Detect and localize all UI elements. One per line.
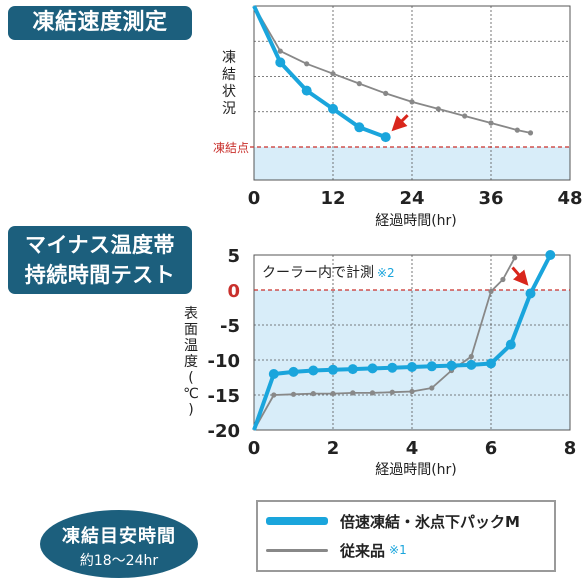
chart2-conventional-point-7 [389, 389, 395, 395]
chart1-xtick-36: 36 [478, 188, 503, 209]
chart2-conventional-point-1 [271, 392, 277, 398]
chart2-new-pack-point-2 [288, 366, 299, 377]
chart2-new-pack-point-4 [328, 364, 338, 375]
chart1-ylabel: 凍結状況 [222, 50, 236, 117]
chart2-title-line2: 持続時間テスト [24, 263, 176, 287]
chart1-conventional-point-7 [435, 106, 441, 112]
chart1-new-pack-point-2 [301, 85, 312, 96]
legend-item-new-pack: 倍速凍結・氷点下パックM [266, 511, 520, 531]
chart2-new-pack-point-9 [426, 361, 437, 372]
chart2-new-pack-point-3 [308, 365, 319, 376]
chart2-new-pack-point-13 [505, 339, 516, 350]
chart2-conventional-point-8 [409, 388, 415, 395]
chart1-conventional-point-11 [527, 130, 534, 136]
chart1-conventional-point-6 [409, 99, 415, 105]
chart1-new-pack-line [252, 5, 387, 139]
chart1-xtick-12: 12 [320, 188, 345, 209]
chart2-xtick-4: 4 [406, 438, 419, 459]
chart1-title: 凍結速度測定 [8, 6, 192, 40]
chart1-conventional-point-2 [304, 61, 310, 67]
chart2-ytick--15: -15 [207, 386, 240, 407]
chart2-xtick-2: 2 [327, 438, 340, 459]
chart1-conventional-point-10 [514, 127, 520, 133]
chart1-new-pack-point-4 [354, 122, 365, 133]
chart1-conventional-point-8 [462, 113, 468, 119]
chart1-new-pack-point-1 [275, 57, 286, 68]
chart2-xtick-6: 6 [485, 438, 498, 459]
chart1-conventional-point-5 [383, 90, 389, 96]
legend: 倍速凍結・氷点下パックM 従来品 ※1 [256, 500, 556, 572]
chart1-conventional-line [253, 5, 531, 134]
chart2-new-pack-point-12 [486, 358, 496, 369]
chart2-conventional-point-12 [488, 288, 494, 294]
chart2-annotation: クーラー内で計測 ※2 [262, 265, 395, 281]
chart1-conventional-point-4 [356, 81, 362, 87]
chart2-new-pack-point-6 [367, 363, 378, 374]
legend-item-conventional: 従来品 ※1 [266, 540, 407, 560]
freeze-time-value: 約18〜24hr [79, 553, 159, 569]
chart1-conventional-point-1 [277, 48, 283, 54]
chart2-ytick--10: -10 [207, 351, 240, 372]
freeze-time-badge: 凍結目安時間 約18〜24hr [40, 510, 198, 578]
chart1-new-pack-point-5 [380, 132, 391, 143]
chart1-xtick-0: 0 [248, 188, 261, 209]
chart2-ytick--5: -5 [220, 316, 240, 337]
chart2-conventional-point-13 [500, 276, 506, 283]
chart2-xlabel: 経過時間(hr) [375, 462, 457, 478]
legend-label-new-pack: 倍速凍結・氷点下パックM [340, 512, 520, 531]
legend-note-conventional: ※1 [389, 543, 407, 557]
chart1-xtick-24: 24 [399, 188, 424, 209]
chart2-ytick-5: 5 [227, 246, 240, 267]
chart2-conventional-point-14 [512, 255, 518, 261]
chart2-new-pack-point-1 [268, 369, 279, 379]
chart2-new-pack-point-5 [347, 364, 358, 375]
freezing-point-label: 凍結点 [213, 141, 249, 155]
legend-swatch-conventional [266, 548, 328, 552]
chart2-ytick-0: 0 [227, 281, 240, 302]
chart2-new-pack-line [252, 254, 553, 431]
chart2-new-pack-point-15 [545, 250, 556, 260]
chart2-new-pack-point-7 [387, 362, 398, 373]
chart2-ylabel: 表面温度(℃) [183, 306, 199, 418]
chart2-conventional-point-4 [330, 391, 336, 397]
chart1-conventional-point-3 [330, 71, 336, 77]
freeze-time-title: 凍結目安時間 [62, 526, 176, 547]
chart2-new-pack-point-10 [446, 360, 457, 371]
chart2-new-pack-point-11 [466, 359, 477, 370]
chart1-arrow [391, 114, 409, 132]
legend-swatch-new-pack [266, 517, 328, 525]
chart2-ytick--20: -20 [207, 421, 240, 442]
chart2-title: マイナス温度帯 持続時間テスト [8, 226, 192, 294]
legend-label-conventional: 従来品 [340, 541, 386, 560]
chart2-new-pack-point-14 [525, 288, 536, 299]
chart2-xtick-0: 0 [248, 438, 261, 459]
chart2-xtick-8: 8 [564, 438, 577, 459]
chart2-conventional-point-3 [310, 391, 316, 397]
chart2-conventional-point-2 [290, 391, 297, 397]
chart2-conventional-point-5 [350, 390, 356, 396]
chart2-arrow [511, 266, 529, 286]
chart2-conventional-point-9 [429, 385, 435, 391]
chart2-conventional-point-11 [468, 353, 474, 360]
chart2-conventional-point-6 [369, 390, 376, 396]
chart2-new-pack-point-8 [407, 362, 417, 372]
temperature-duration-chart: クーラー内で計測 ※2 5 0 -5 -10 -15 -20 0 2 4 6 8 経過時間(hr) 表面温度… [183, 246, 576, 478]
chart1-xtick-48: 48 [557, 188, 582, 209]
chart1-new-pack-point-3 [328, 103, 338, 114]
chart1-xlabel: 経過時間(hr) [375, 213, 457, 229]
chart1-conventional-point-9 [488, 120, 494, 126]
chart2-title-line1: マイナス温度帯 [24, 233, 176, 257]
